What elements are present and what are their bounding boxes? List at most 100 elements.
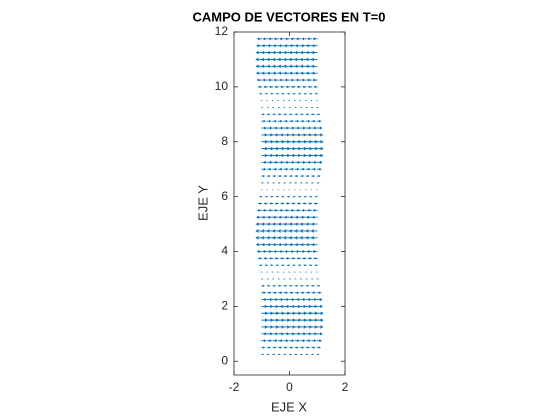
- vector-arrow: [261, 160, 268, 164]
- vector-arrow: [274, 85, 279, 88]
- vector-arrow: [270, 264, 274, 267]
- vector-arrow: [289, 298, 295, 301]
- vector-arrow: [311, 332, 318, 336]
- vector-arrow: [288, 64, 296, 68]
- vector-arrow: [294, 113, 299, 116]
- vector-arrow: [294, 236, 302, 240]
- vector-arrow: [316, 298, 323, 301]
- vector-arrow: [311, 175, 316, 178]
- vector-arrow: [266, 284, 271, 287]
- chart-title: CAMPO DE VECTORES EN T=0: [193, 9, 386, 24]
- vector-arrow: [305, 346, 310, 349]
- vector-arrow: [302, 257, 307, 260]
- vector-arrow: [277, 236, 285, 240]
- vector-arrow: [286, 264, 290, 267]
- vector-arrow: [301, 37, 307, 41]
- vector-arrow: [294, 229, 302, 233]
- vector-arrow: [261, 346, 266, 349]
- vector-arrow: [316, 284, 321, 287]
- vector-arrow: [285, 202, 290, 205]
- vector-arrow: [263, 202, 268, 205]
- vector-arrow: [294, 353, 298, 356]
- vector-arrow: [256, 209, 263, 212]
- vector-arrow: [316, 332, 323, 336]
- vector-arrow: [260, 236, 268, 240]
- vector-arrow: [277, 167, 283, 171]
- vector-arrow: [283, 291, 289, 294]
- vector-arrow: [300, 113, 304, 116]
- vector-arrow: [261, 339, 267, 342]
- vector-arrow: [292, 195, 296, 198]
- vector-arrow: [301, 250, 307, 253]
- vector-arrow: [258, 202, 263, 205]
- vector-arrow: [256, 44, 263, 48]
- vector-arrow: [277, 64, 285, 68]
- vector-arrow: [271, 236, 279, 240]
- vector-arrow: [262, 250, 268, 253]
- vector-arrow: [289, 175, 293, 178]
- vector-arrow: [277, 133, 285, 137]
- vector-arrow: [294, 346, 299, 349]
- vector-arrow: [305, 51, 313, 55]
- vector-arrow: [316, 167, 322, 171]
- vector-arrow: [286, 195, 290, 198]
- vector-arrow: [299, 57, 307, 62]
- vector-arrow: [311, 120, 316, 123]
- vector-arrow: [256, 37, 263, 41]
- vector-arrow: [272, 284, 276, 287]
- vector-arrow: [288, 51, 296, 55]
- vector-arrow: [283, 236, 290, 240]
- vector-arrow: [283, 51, 290, 55]
- vector-arrow: [275, 195, 279, 198]
- vector-arrow: [277, 339, 284, 342]
- vector-arrow: [291, 202, 296, 205]
- vector-arrow: [316, 153, 324, 158]
- vector-arrow: [296, 85, 302, 88]
- vector-arrow: [300, 298, 306, 301]
- vector-arrow: [273, 209, 279, 212]
- vector-arrow: [262, 209, 268, 212]
- vector-arrow: [294, 51, 302, 55]
- vector-arrow: [300, 346, 305, 349]
- vector-arrow: [266, 339, 273, 342]
- vector-arrow: [300, 304, 307, 308]
- vector-arrow: [289, 215, 296, 219]
- vector-arrow: [311, 284, 315, 287]
- vector-arrow: [266, 298, 273, 301]
- vector-arrow: [311, 353, 314, 356]
- vector-arrow: [283, 167, 289, 171]
- vector-arrow: [316, 353, 320, 356]
- vector-arrow: [261, 126, 268, 130]
- vector-arrow: [316, 304, 324, 308]
- vector-arrow: [311, 215, 318, 219]
- vector-arrow: [314, 92, 318, 95]
- x-tick-label: -2: [229, 380, 240, 394]
- vector-arrow: [274, 202, 279, 205]
- y-tick-label: 12: [215, 24, 229, 38]
- vector-arrow: [316, 175, 321, 178]
- vector-arrow: [283, 120, 289, 123]
- vector-arrow: [262, 37, 268, 41]
- vector-arrow: [316, 120, 322, 123]
- vector-arrow: [290, 37, 296, 41]
- vector-arrow: [308, 202, 313, 205]
- vector-arrow: [283, 71, 290, 75]
- vector-arrow: [261, 243, 268, 247]
- vector-arrow: [289, 291, 294, 294]
- vector-arrow: [307, 85, 313, 88]
- vector-arrow: [294, 243, 302, 247]
- vector-arrow: [294, 57, 302, 62]
- vector-arrow: [275, 264, 279, 267]
- vector-arrow: [303, 264, 307, 267]
- vector-arrow: [272, 298, 279, 301]
- vector-arrow: [268, 37, 274, 41]
- vector-arrow: [266, 175, 271, 178]
- vector-arrow: [305, 64, 313, 68]
- vector-arrow: [281, 92, 285, 95]
- vector-arrow: [272, 304, 279, 308]
- x-axis-label: EJE X: [271, 399, 307, 414]
- vector-arrow: [266, 332, 273, 336]
- vector-arrow: [283, 113, 288, 116]
- vector-arrow: [267, 250, 274, 253]
- vector-arrow: [295, 215, 302, 219]
